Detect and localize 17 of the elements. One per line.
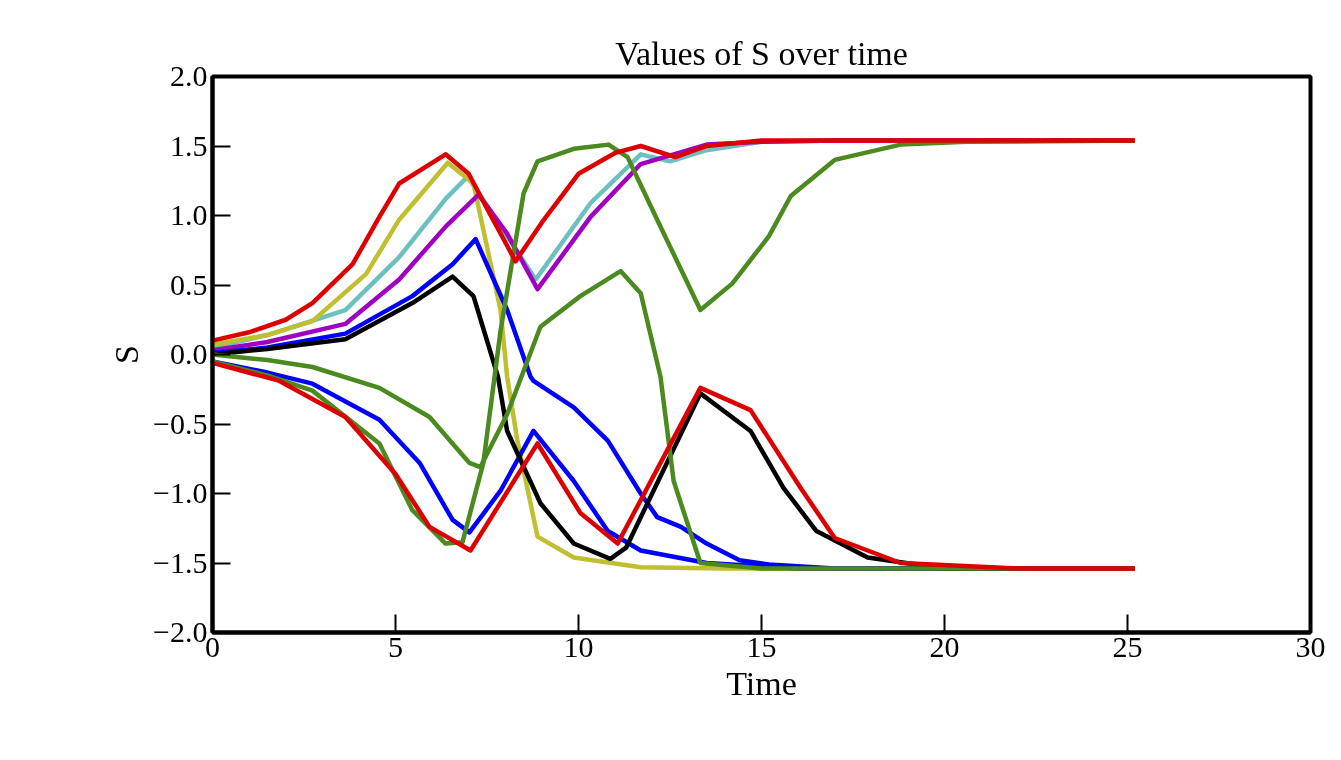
y-tick-label: −0.5 xyxy=(153,406,208,440)
x-tick-label: 10 xyxy=(563,629,594,663)
x-tick-label: 15 xyxy=(746,629,777,663)
x-tick-label: 5 xyxy=(388,629,403,663)
chart-title: Values of S over time xyxy=(615,34,908,72)
y-tick-label: −1.0 xyxy=(153,476,208,509)
y-tick-label: −1.5 xyxy=(153,545,208,579)
y-tick-label: 2.0 xyxy=(170,59,208,92)
x-tick-label: 20 xyxy=(929,629,960,663)
y-tick-label: 0.5 xyxy=(170,267,208,301)
x-tick-label: 25 xyxy=(1112,629,1143,663)
y-tick-label: 0.0 xyxy=(170,337,208,370)
x-axis-title: Time xyxy=(726,664,797,702)
y-tick-label: 1.0 xyxy=(170,198,208,231)
y-axis-title: S xyxy=(108,345,146,364)
y-tick-label: 1.5 xyxy=(170,128,208,162)
x-tick-label: 30 xyxy=(1295,629,1326,663)
